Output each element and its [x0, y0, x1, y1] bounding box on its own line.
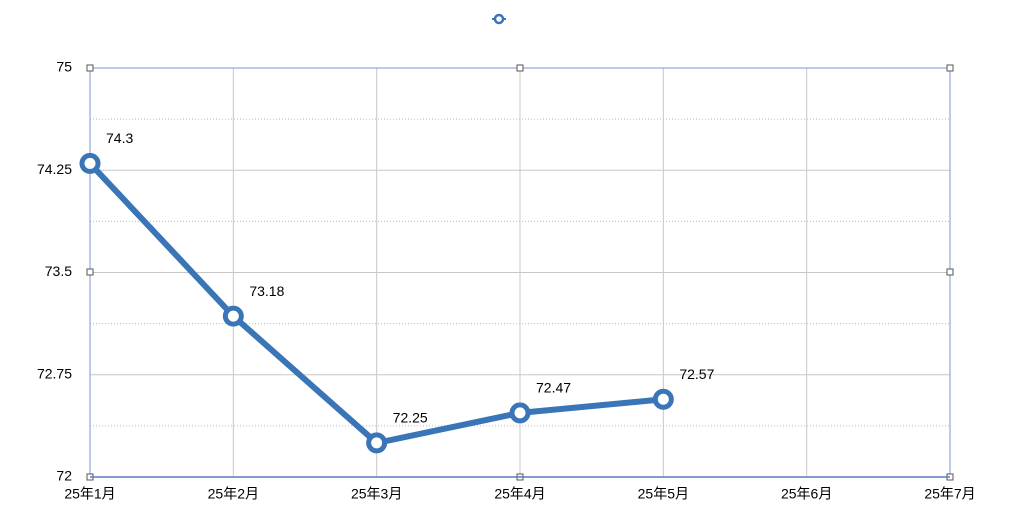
y-tick-label: 72: [56, 468, 72, 484]
y-tick-label: 74.25: [37, 161, 72, 177]
data-label: 74.3: [106, 130, 133, 146]
point: [79, 152, 101, 174]
data-label: 72.47: [536, 380, 571, 396]
handle: [86, 64, 94, 72]
x-tick-label: 25年3月: [351, 486, 402, 502]
x-tick-label: 25年7月: [924, 486, 975, 502]
point: [652, 388, 674, 410]
x-tick-label: 25年2月: [208, 486, 259, 502]
point: [366, 432, 388, 454]
point: [509, 402, 531, 424]
handle: [946, 268, 954, 276]
handle: [86, 268, 94, 276]
handle: [946, 64, 954, 72]
handle: [516, 64, 524, 72]
data-label: 72.25: [393, 410, 428, 426]
x-tick-label: 25年6月: [781, 486, 832, 502]
y-tick-label: 72.75: [37, 365, 72, 381]
data-label: 73.18: [249, 283, 284, 299]
y-tick-label: 75: [56, 59, 72, 75]
y-tick-label: 73.5: [45, 263, 72, 279]
legend-marker: [493, 13, 505, 25]
x-tick-label: 25年1月: [64, 486, 115, 502]
data-label: 72.57: [679, 366, 714, 382]
x-tick-label: 25年4月: [494, 486, 545, 502]
x-tick-label: 25年5月: [638, 486, 689, 502]
point: [222, 305, 244, 327]
